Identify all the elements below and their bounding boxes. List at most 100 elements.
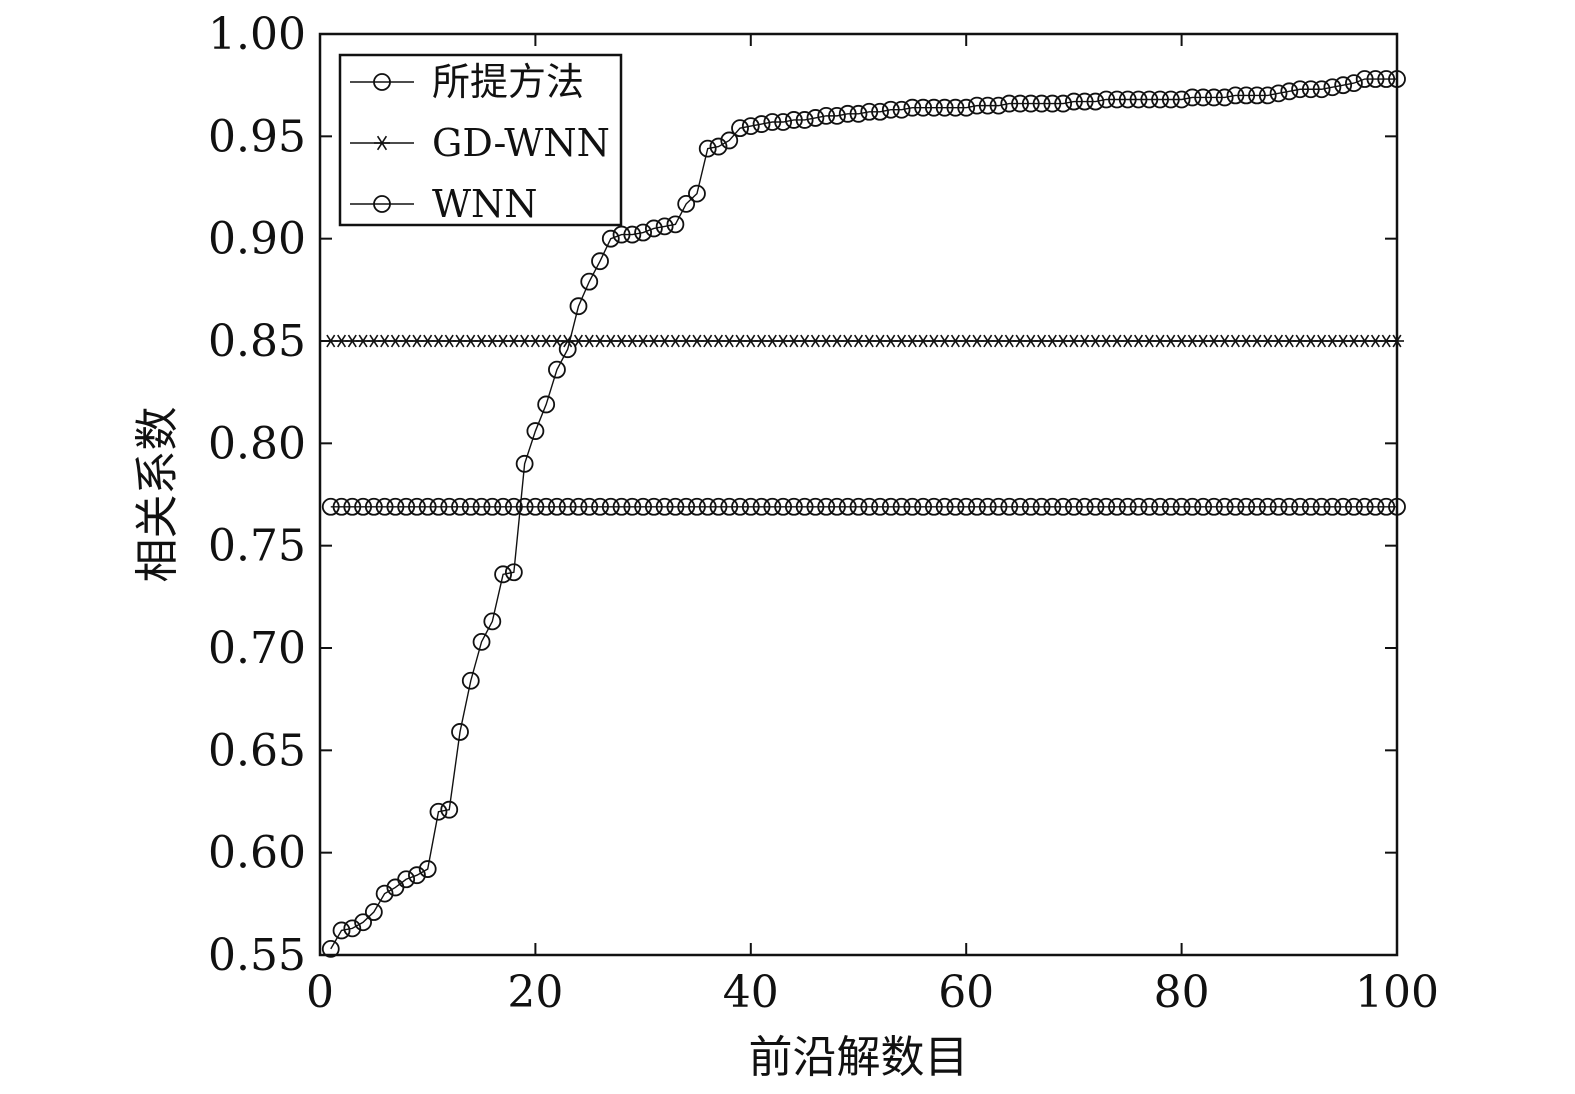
data-point-circle bbox=[1021, 497, 1040, 516]
data-point-circle bbox=[968, 497, 986, 516]
data-point-circle bbox=[1032, 94, 1051, 113]
data-point-circle bbox=[978, 96, 997, 115]
data-point-circle bbox=[752, 497, 771, 516]
data-point-circle bbox=[763, 497, 782, 516]
data-point-circle bbox=[774, 113, 793, 131]
data-point-circle bbox=[601, 229, 620, 248]
data-point-circle bbox=[1366, 497, 1385, 516]
data-point-circle bbox=[1323, 78, 1342, 97]
data-point-circle bbox=[612, 225, 631, 244]
data-point-circle bbox=[881, 497, 900, 516]
series-1 bbox=[323, 334, 1404, 348]
y-axis-ticks: 0.55 0.60 0.65 0.70 0.75 0.80 0.85 0.90 0.95 1.00 bbox=[208, 9, 1397, 981]
data-point-circle bbox=[354, 913, 372, 932]
data-point-circle bbox=[429, 497, 448, 516]
data-point-circle bbox=[1054, 94, 1073, 113]
data-point-circle bbox=[1334, 497, 1353, 516]
data-point-circle bbox=[375, 884, 394, 903]
data-point-circle bbox=[1140, 90, 1159, 109]
data-point-circle bbox=[806, 109, 825, 127]
x-tick-label: 100 bbox=[1355, 967, 1439, 1018]
data-point-circle bbox=[1205, 88, 1223, 107]
data-point-circle bbox=[623, 225, 642, 244]
y-tick-label: 0.80 bbox=[208, 418, 306, 469]
data-point-circle bbox=[1086, 497, 1105, 516]
data-point-circle bbox=[666, 497, 685, 516]
data-point-circle bbox=[957, 497, 976, 516]
data-point-circle bbox=[1097, 497, 1116, 516]
data-point-circle bbox=[569, 297, 588, 316]
data-point-circle bbox=[903, 497, 922, 516]
data-point-circle bbox=[849, 497, 868, 516]
data-point-circle bbox=[504, 497, 523, 516]
data-point-circle bbox=[569, 497, 588, 516]
data-point-circle bbox=[494, 565, 512, 584]
data-point-circle bbox=[515, 497, 534, 516]
data-point-circle bbox=[1291, 80, 1309, 99]
data-point-circle bbox=[978, 497, 997, 516]
data-point-circle bbox=[418, 860, 437, 878]
data-point-circle bbox=[537, 395, 556, 414]
data-point-circle bbox=[1215, 88, 1234, 107]
data-point-circle bbox=[935, 98, 954, 117]
data-point-circle bbox=[1054, 497, 1073, 516]
data-point-circle bbox=[1269, 84, 1288, 103]
data-point-circle bbox=[1312, 80, 1331, 99]
data-point-circle bbox=[1345, 74, 1363, 93]
legend-marker-circle bbox=[373, 73, 391, 91]
data-point-circle bbox=[397, 870, 416, 889]
data-point-circle bbox=[321, 497, 340, 516]
data-point-circle bbox=[946, 497, 965, 516]
data-point-circle bbox=[1258, 497, 1277, 516]
data-point-circle bbox=[892, 497, 911, 516]
data-point-circle bbox=[698, 497, 717, 516]
data-point-circle bbox=[655, 217, 674, 236]
data-point-circle bbox=[623, 497, 642, 516]
data-point-circle bbox=[1065, 92, 1083, 111]
data-point-circle bbox=[903, 98, 922, 117]
data-point-circle bbox=[1280, 82, 1299, 101]
data-point-circle bbox=[946, 98, 965, 117]
data-point-circle bbox=[461, 497, 480, 516]
data-point-circle bbox=[1021, 94, 1040, 113]
data-point-circle bbox=[741, 497, 760, 516]
data-point-circle bbox=[1151, 497, 1169, 516]
data-point-circle bbox=[795, 497, 814, 516]
data-point-circle bbox=[1108, 497, 1126, 516]
x-axis-title: 前沿解数目 bbox=[749, 1032, 969, 1083]
x-axis-ticks: 0 20 40 60 80 100 bbox=[306, 34, 1439, 1018]
data-point-circle bbox=[1183, 497, 1202, 516]
data-point-circle bbox=[1043, 497, 1062, 516]
data-point-circle bbox=[1334, 76, 1353, 95]
x-tick-label: 0 bbox=[306, 967, 334, 1018]
data-point-circle bbox=[914, 98, 933, 117]
data-point-circle bbox=[1377, 70, 1396, 88]
data-point-circle bbox=[860, 497, 879, 516]
data-point-circle bbox=[483, 612, 502, 631]
data-point-circle bbox=[838, 104, 857, 123]
x-tick-label: 80 bbox=[1154, 967, 1210, 1018]
data-point-circle bbox=[472, 632, 491, 651]
data-point-circle bbox=[828, 497, 846, 516]
data-point-circle bbox=[989, 497, 1008, 516]
data-point-circle bbox=[558, 497, 577, 516]
data-point-circle bbox=[537, 497, 556, 516]
data-point-circle bbox=[1280, 497, 1299, 516]
data-point-circle bbox=[1129, 497, 1148, 516]
data-point-circle bbox=[698, 139, 717, 158]
y-tick-label: 0.60 bbox=[208, 828, 306, 879]
data-point-circle bbox=[655, 497, 674, 516]
data-point-circle bbox=[644, 219, 663, 238]
y-tick-label: 0.95 bbox=[208, 111, 306, 162]
data-point-circle bbox=[429, 802, 448, 821]
data-point-circle bbox=[1258, 86, 1277, 105]
data-point-circle bbox=[720, 497, 739, 516]
data-point-circle bbox=[634, 223, 652, 242]
data-point-circle bbox=[494, 497, 512, 516]
data-point-circle bbox=[418, 497, 437, 516]
legend-label: 所提方法 bbox=[432, 60, 584, 104]
data-point-circle bbox=[1129, 90, 1148, 109]
data-point-circle bbox=[1377, 497, 1396, 516]
data-point-circle bbox=[440, 497, 459, 516]
